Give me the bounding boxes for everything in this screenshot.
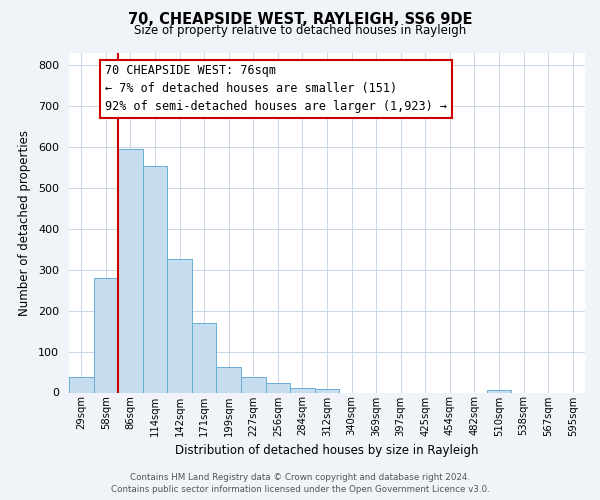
Bar — [315, 389, 339, 392]
Bar — [192, 323, 217, 392]
Bar — [143, 166, 167, 392]
Bar — [241, 377, 266, 392]
Bar — [69, 377, 94, 392]
Bar — [217, 366, 241, 392]
Text: 70 CHEAPSIDE WEST: 76sqm
← 7% of detached houses are smaller (151)
92% of semi-d: 70 CHEAPSIDE WEST: 76sqm ← 7% of detache… — [105, 64, 447, 114]
Text: Size of property relative to detached houses in Rayleigh: Size of property relative to detached ho… — [134, 24, 466, 37]
Bar — [167, 260, 192, 392]
Y-axis label: Number of detached properties: Number of detached properties — [18, 130, 31, 316]
Text: 70, CHEAPSIDE WEST, RAYLEIGH, SS6 9DE: 70, CHEAPSIDE WEST, RAYLEIGH, SS6 9DE — [128, 12, 472, 28]
Bar — [118, 149, 143, 392]
Bar — [94, 278, 118, 392]
Text: Contains HM Land Registry data © Crown copyright and database right 2024.
Contai: Contains HM Land Registry data © Crown c… — [110, 472, 490, 494]
X-axis label: Distribution of detached houses by size in Rayleigh: Distribution of detached houses by size … — [175, 444, 479, 457]
Bar — [290, 388, 315, 392]
Bar — [487, 390, 511, 392]
Bar — [266, 384, 290, 392]
